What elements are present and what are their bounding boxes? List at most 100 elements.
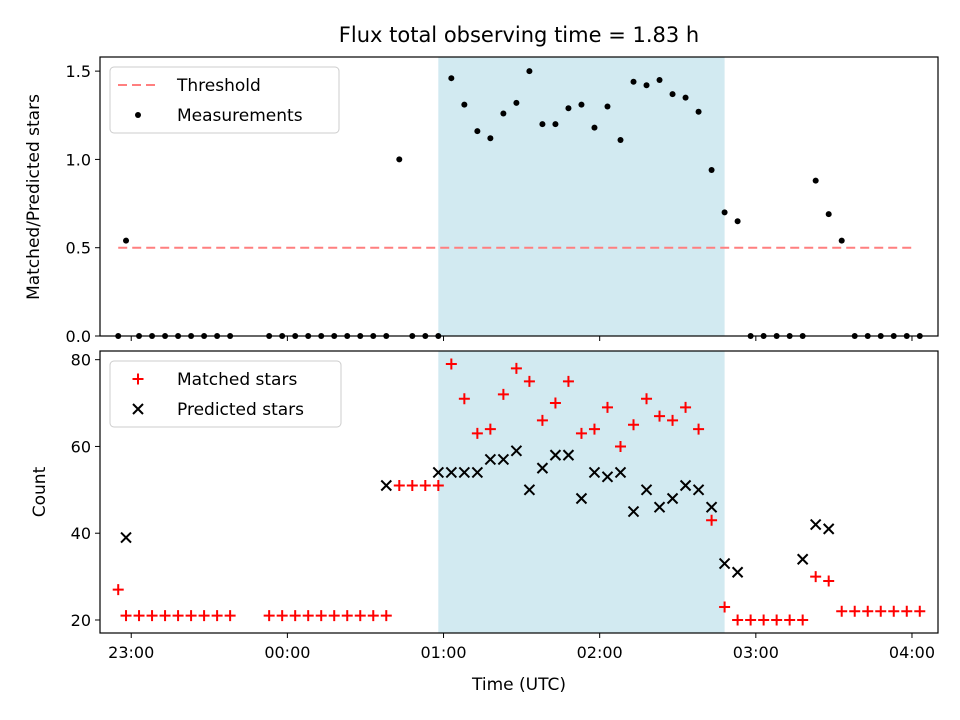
matched-star-point <box>549 397 561 409</box>
legend-box <box>109 360 342 428</box>
matched-star-point <box>849 605 861 617</box>
predicted-star-point <box>549 449 562 461</box>
measurement-point <box>396 156 403 163</box>
y-tick-label: 20 <box>71 611 91 630</box>
matched-star-point <box>667 414 679 426</box>
measurement-point <box>578 101 585 108</box>
predicted-star-point <box>432 466 445 479</box>
matched-star-point <box>693 423 705 435</box>
matched-star-point <box>406 479 418 491</box>
matched-star-point <box>862 605 874 617</box>
matched-star-point <box>810 571 822 583</box>
matched-star-point <box>914 605 926 617</box>
bottom-x-ticks: 23:00 00:00 01:00 02:00 03:00 04:00 <box>108 633 935 662</box>
matched-star-point <box>172 610 184 622</box>
matched-star-point <box>211 610 223 622</box>
bottom-plot-area <box>112 351 926 633</box>
y-tick-label: 40 <box>71 524 91 543</box>
measurement-point <box>838 237 845 244</box>
predicted-star-point <box>601 471 614 483</box>
bottom-axes-frame <box>99 350 939 634</box>
matched-star-point <box>836 605 848 617</box>
predicted-star-point <box>484 453 497 466</box>
y-tick-label: 80 <box>71 351 91 370</box>
measurement-point <box>617 136 624 143</box>
y-tick-label: 0.5 <box>66 239 91 258</box>
predicted-star-point <box>666 492 679 505</box>
measurement-point <box>734 218 741 225</box>
legend-measurement-swatch <box>135 112 141 118</box>
matched-star-point <box>784 614 796 626</box>
matched-star-point <box>654 410 666 422</box>
matched-star-point <box>458 393 470 405</box>
measurement-point <box>604 103 611 110</box>
measurement-point <box>695 108 702 115</box>
top-y-axis-label: Matched/Predicted stars <box>24 94 44 300</box>
top-legend: Threshold Measurements <box>109 66 340 134</box>
predicted-star-point <box>796 553 809 565</box>
legend-label: Predicted stars <box>177 400 304 420</box>
predicted-star-point <box>575 492 588 505</box>
observing-window-band <box>438 57 725 336</box>
predicted-star-point <box>809 518 822 531</box>
y-tick-label: 0.0 <box>66 327 91 346</box>
measurement-point <box>539 121 546 128</box>
matched-star-point <box>471 427 483 439</box>
matched-star-point <box>588 423 600 435</box>
matched-star-point <box>328 610 340 622</box>
matched-star-point <box>771 614 783 626</box>
matched-star-point <box>263 610 275 622</box>
matched-star-point <box>367 610 379 622</box>
x-tick-label: 04:00 <box>889 643 935 662</box>
measurement-point <box>812 177 819 184</box>
top-y-ticks: 0.0 0.5 1.0 1.5 <box>66 62 100 346</box>
predicted-star-point <box>497 453 510 466</box>
measurement-point <box>643 82 650 89</box>
measurement-point <box>123 237 130 244</box>
x-axis-label: Time (UTC) <box>471 675 566 695</box>
matched-star-point <box>276 610 288 622</box>
predicted-star-point <box>510 445 523 457</box>
matched-star-point <box>289 610 301 622</box>
legend-label: Threshold <box>176 76 261 96</box>
x-tick-label: 00:00 <box>264 643 310 662</box>
matched-star-point <box>185 610 197 622</box>
measurement-point <box>669 91 676 98</box>
matched-star-point <box>628 419 640 431</box>
measurement-point <box>591 124 598 131</box>
legend-label: Matched stars <box>177 370 297 390</box>
predicted-star-point <box>705 501 718 513</box>
matched-star-point <box>719 601 731 613</box>
measurement-point <box>526 68 533 75</box>
bottom-y-ticks: 20 40 60 80 <box>71 351 100 630</box>
matched-star-point <box>601 401 613 413</box>
legend-box <box>109 66 340 134</box>
matched-star-point <box>302 610 314 622</box>
measurement-point <box>487 135 494 142</box>
matched-star-point <box>315 610 327 622</box>
y-tick-label: 1.5 <box>66 62 91 81</box>
predicted-star-point <box>120 531 132 544</box>
predicted-star-point <box>718 557 731 570</box>
matched-star-point <box>393 479 405 491</box>
predicted-star-point <box>822 523 835 535</box>
predicted-star-point <box>445 466 458 479</box>
predicted-star-point <box>562 449 575 461</box>
measurement-point <box>721 209 728 216</box>
measurement-point <box>474 128 481 135</box>
bottom-legend: Matched stars Predicted stars <box>109 360 342 428</box>
matched-star-point <box>732 614 744 626</box>
matched-star-point <box>341 610 353 622</box>
predicted-star-point <box>523 484 536 496</box>
predicted-star-point <box>692 484 705 496</box>
measurement-point <box>682 94 689 101</box>
x-tick-label: 01:00 <box>420 643 466 662</box>
matched-star-point <box>120 610 132 622</box>
legend-matched-swatch <box>132 373 144 385</box>
measurement-point <box>565 105 572 112</box>
matched-star-point <box>614 440 626 452</box>
measurement-point <box>552 121 559 128</box>
matched-star-point <box>745 614 757 626</box>
matched-star-point <box>536 414 548 426</box>
